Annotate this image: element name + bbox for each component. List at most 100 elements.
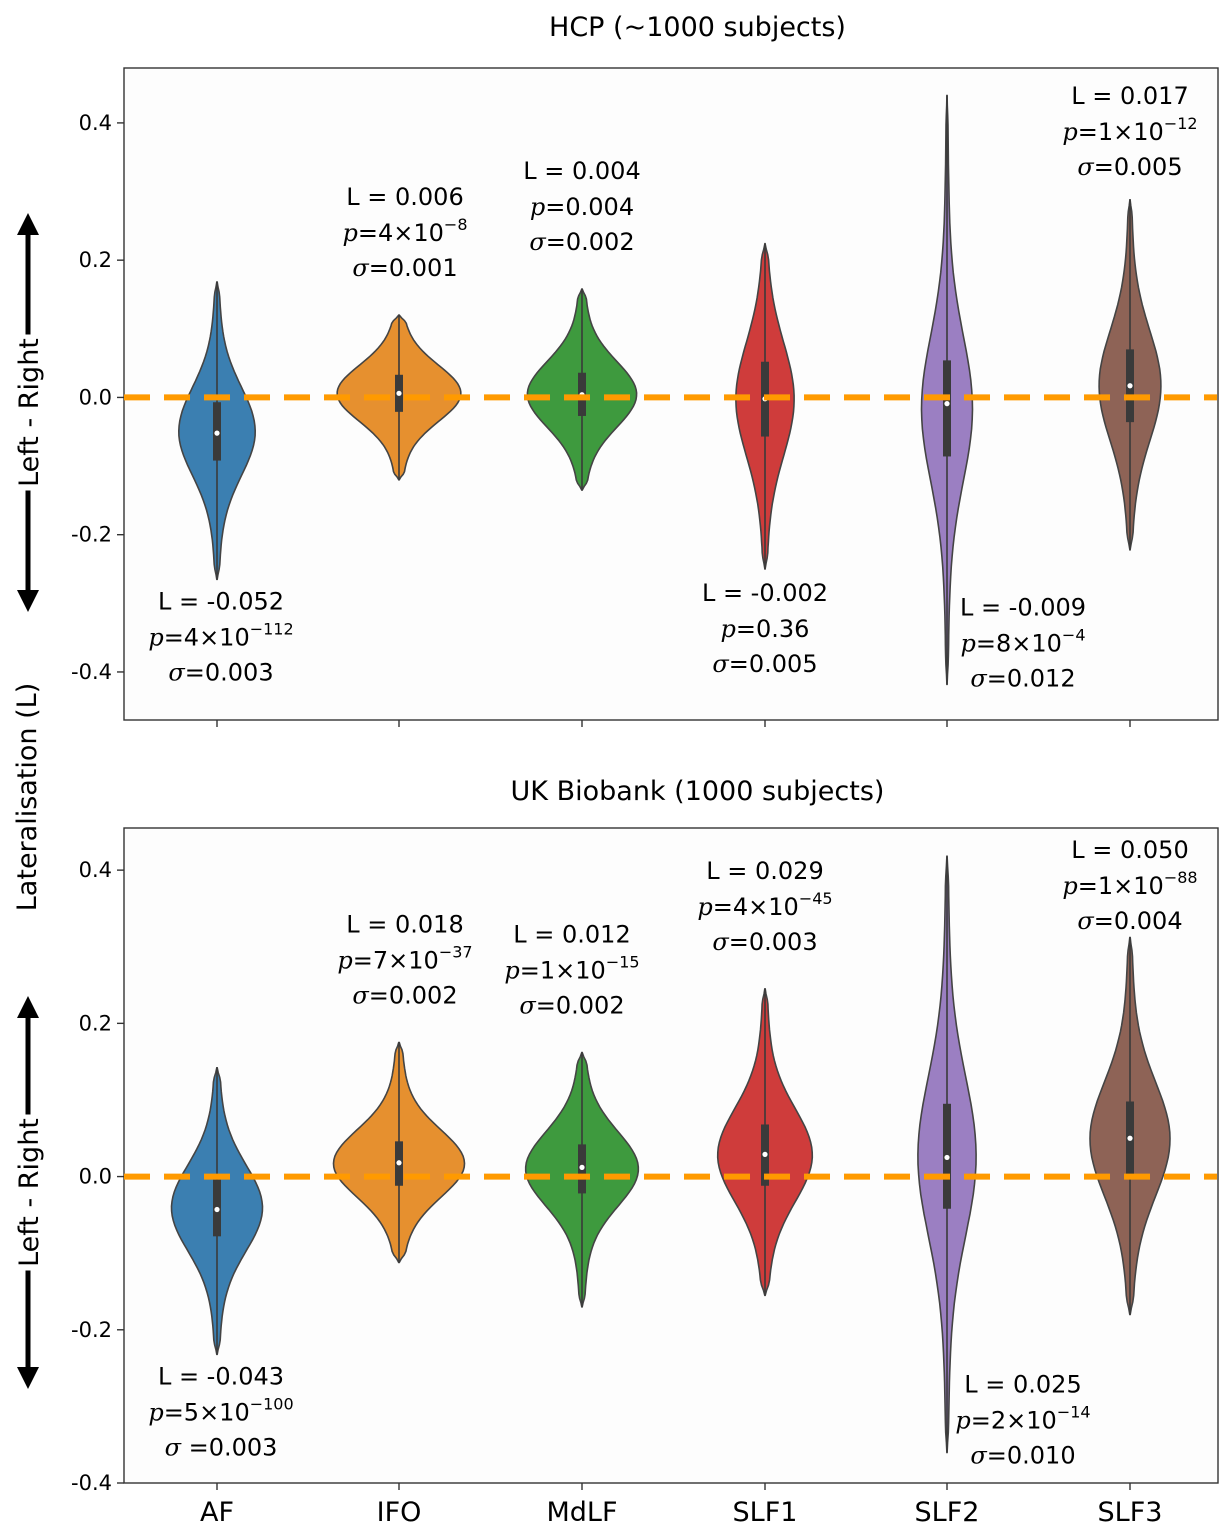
violin-iqr-box bbox=[943, 360, 951, 457]
panel-title: HCP (~1000 subjects) bbox=[549, 12, 846, 43]
annotation-slf1: L = -0.002 p=0.36 σ=0.005 bbox=[702, 579, 828, 678]
x-category-label: MdLF bbox=[546, 1497, 617, 1528]
annotation-sigma: σ=0.010 bbox=[970, 1441, 1075, 1469]
y-tick-label: 0.4 bbox=[79, 111, 112, 135]
annotation-sigma: σ=0.005 bbox=[712, 650, 817, 678]
annotation-sigma: σ=0.001 bbox=[352, 254, 457, 282]
panel-title: UK Biobank (1000 subjects) bbox=[511, 776, 885, 807]
annotation-slf2: L = -0.009 p=8×10−4 σ=0.012 bbox=[960, 593, 1086, 692]
violin-median-dot bbox=[396, 1160, 402, 1166]
annotation-p: p=2×10−14 bbox=[955, 1402, 1090, 1434]
annotation-p: p=1×10−15 bbox=[504, 952, 639, 984]
plot-frame bbox=[123, 67, 1219, 721]
annotation-L: L = 0.012 bbox=[513, 920, 630, 948]
violin-median-dot bbox=[1127, 383, 1133, 389]
x-category-label: SLF2 bbox=[915, 1497, 980, 1528]
y-tick-label: 0.4 bbox=[79, 858, 112, 882]
annotation-sigma: σ=0.004 bbox=[1077, 907, 1182, 935]
annotation-slf3: L = 0.050 p=1×10−88 σ=0.004 bbox=[1062, 836, 1197, 935]
violin-mdlf bbox=[524, 1051, 640, 1308]
violin-median-dot bbox=[214, 1206, 220, 1213]
annotation-sigma: σ=0.003 bbox=[168, 658, 273, 686]
violin-slf3 bbox=[1098, 199, 1162, 551]
arrow-up-icon bbox=[17, 996, 39, 1018]
violin-median-dot bbox=[1127, 1135, 1133, 1141]
plot-frame bbox=[123, 827, 1219, 1484]
violin-median-dot bbox=[944, 401, 950, 407]
annotation-sigma: σ=0.005 bbox=[1077, 153, 1182, 181]
violin-median-dot bbox=[214, 430, 220, 436]
violin-ifo bbox=[336, 314, 462, 481]
annotation-ifo: L = 0.006 p=4×10−8 σ=0.001 bbox=[343, 183, 468, 282]
arrow-down-icon bbox=[17, 1367, 39, 1389]
violin-slf1 bbox=[716, 988, 814, 1297]
annotation-sigma: σ=0.002 bbox=[519, 991, 624, 1019]
arrow-label: Left - Right bbox=[14, 338, 45, 487]
annotation-p: p=5×10−100 bbox=[148, 1394, 293, 1426]
annotation-sigma: σ=0.002 bbox=[352, 982, 457, 1010]
y-axis-label: Lateralisation (L) bbox=[12, 683, 43, 911]
annotation-mdlf: L = 0.012 p=1×10−15 σ=0.002 bbox=[504, 920, 639, 1019]
annotation-L: L = 0.017 bbox=[1071, 82, 1188, 110]
annotation-sigma: σ=0.012 bbox=[970, 664, 1075, 692]
violin-median-dot bbox=[944, 1154, 950, 1161]
left-right-arrow-2: Left - Right bbox=[14, 996, 45, 1389]
x-category-label: AF bbox=[200, 1497, 234, 1528]
y-tick-label: -0.4 bbox=[71, 660, 112, 684]
violin-ifo bbox=[332, 1041, 466, 1264]
violin-af bbox=[177, 281, 257, 581]
left-right-arrow-1: Left - Right bbox=[14, 213, 45, 612]
annotation-slf2: L = 0.025 p=2×10−14 σ=0.010 bbox=[955, 1370, 1090, 1469]
violin-median-dot bbox=[762, 1151, 768, 1157]
x-category-label: IFO bbox=[377, 1497, 422, 1528]
violin-slf2 bbox=[917, 855, 977, 1454]
panel-1: HCP (~1000 subjects) 0.4 0.2 0.0 -0.2 -0.4 L =… bbox=[71, 12, 1219, 727]
annotation-p: p=1×10−12 bbox=[1062, 114, 1197, 146]
y-tick-label: 0.2 bbox=[79, 1011, 112, 1035]
annotation-L: L = 0.025 bbox=[964, 1370, 1081, 1398]
annotation-p: p=0.004 bbox=[530, 193, 634, 221]
annotation-p: p=7×10−37 bbox=[337, 943, 472, 975]
annotation-sigma: σ=0.003 bbox=[712, 928, 817, 956]
y-tick-label: 0.2 bbox=[79, 248, 112, 272]
annotation-sigma: σ =0.003 bbox=[165, 1433, 278, 1461]
annotation-slf3: L = 0.017 p=1×10−12 σ=0.005 bbox=[1062, 82, 1197, 181]
annotation-af: L = -0.052 p=4×10−112 σ=0.003 bbox=[148, 587, 293, 686]
annotation-L: L = -0.009 bbox=[960, 593, 1086, 621]
violin-median-dot bbox=[396, 390, 402, 396]
y-tick-label: -0.2 bbox=[71, 1318, 112, 1342]
annotation-p: p=4×10−112 bbox=[148, 619, 293, 651]
annotation-ifo: L = 0.018 p=7×10−37 σ=0.002 bbox=[337, 911, 472, 1010]
y-tick-label: 0.0 bbox=[79, 385, 112, 409]
annotation-L: L = -0.052 bbox=[158, 587, 284, 615]
arrow-down-icon bbox=[17, 590, 39, 612]
annotation-sigma: σ=0.002 bbox=[529, 228, 634, 256]
y-tick-label: -0.2 bbox=[71, 523, 112, 547]
violin-slf3 bbox=[1089, 936, 1171, 1316]
y-tick-label: -0.4 bbox=[71, 1471, 112, 1495]
x-category-label: SLF3 bbox=[1098, 1497, 1163, 1528]
annotation-L: L = 0.004 bbox=[523, 157, 640, 185]
annotation-p: p=0.36 bbox=[721, 615, 810, 643]
violin-slf2 bbox=[920, 94, 974, 686]
annotation-af: L = -0.043 p=5×10−100 σ =0.003 bbox=[148, 1362, 293, 1461]
annotation-L: L = -0.043 bbox=[158, 1362, 284, 1390]
violin-af bbox=[170, 1067, 264, 1356]
x-category-label: SLF1 bbox=[733, 1497, 798, 1528]
arrow-up-icon bbox=[17, 213, 39, 235]
annotation-L: L = 0.050 bbox=[1071, 836, 1188, 864]
annotation-L: L = 0.029 bbox=[706, 857, 823, 885]
annotation-L: L = 0.018 bbox=[346, 911, 463, 939]
annotation-p: p=1×10−88 bbox=[1062, 868, 1197, 900]
annotation-p: p=4×10−45 bbox=[697, 889, 832, 921]
y-tick-label: 0.0 bbox=[79, 1165, 112, 1189]
annotation-slf1: L = 0.029 p=4×10−45 σ=0.003 bbox=[697, 857, 832, 956]
annotation-L: L = 0.006 bbox=[346, 183, 463, 211]
annotation-mdlf: L = 0.004 p=0.004 σ=0.002 bbox=[523, 157, 640, 256]
annotation-p: p=4×10−8 bbox=[343, 215, 468, 247]
annotation-p: p=8×10−4 bbox=[961, 625, 1086, 657]
violin-median-dot bbox=[579, 1164, 585, 1170]
arrow-label: Left - Right bbox=[14, 1118, 45, 1267]
annotation-L: L = -0.002 bbox=[702, 579, 828, 607]
